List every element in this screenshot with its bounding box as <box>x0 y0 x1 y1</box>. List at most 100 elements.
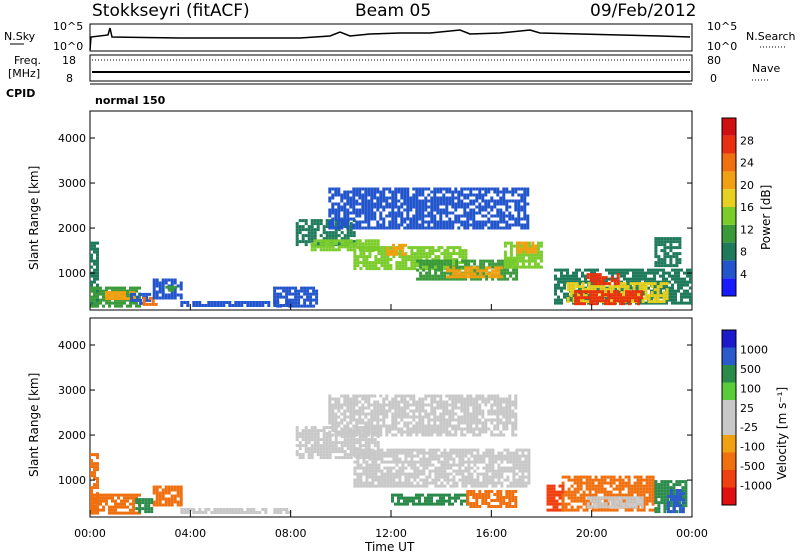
velocity-cell <box>491 469 495 473</box>
power-cell <box>527 241 531 245</box>
power-cell <box>595 282 599 286</box>
power-cell <box>328 199 332 203</box>
power-cell <box>569 298 572 302</box>
velocity-cell <box>446 466 450 470</box>
velocity-cell <box>618 490 622 494</box>
velocity-cell <box>472 433 476 437</box>
power-cell <box>458 272 462 276</box>
velocity-cell <box>343 394 347 398</box>
velocity-cell <box>96 508 99 512</box>
velocity-cell <box>328 415 332 419</box>
velocity-cell <box>346 403 350 407</box>
power-cell <box>114 301 117 305</box>
velocity-cell <box>337 456 341 460</box>
power-cell <box>90 247 93 251</box>
velocity-cell <box>356 484 360 488</box>
velocity-cell <box>105 496 108 500</box>
power-cell <box>376 190 380 194</box>
power-cell <box>365 258 369 262</box>
power-cell <box>478 196 482 200</box>
velocity-cell <box>362 448 366 452</box>
power-cell <box>294 298 298 302</box>
power-cell <box>523 187 527 191</box>
power-cell <box>493 190 497 194</box>
power-cell <box>665 271 668 275</box>
power-cell <box>370 226 374 230</box>
velocity-cell <box>358 435 362 439</box>
velocity-cell <box>144 501 148 505</box>
velocity-cell <box>298 447 302 451</box>
power-cell <box>337 220 341 224</box>
power-cell <box>155 296 159 300</box>
power-cell <box>566 268 569 272</box>
power-cell <box>337 217 341 221</box>
power-cell <box>464 266 468 270</box>
power-cell <box>400 187 404 191</box>
velocity-cell <box>452 460 456 464</box>
velocity-cell <box>183 508 187 511</box>
power-cell <box>622 299 626 303</box>
velocity-cell <box>500 481 504 485</box>
velocity-cell <box>135 501 139 505</box>
velocity-cell <box>567 478 571 482</box>
power-cell <box>300 295 304 299</box>
power-cell <box>580 296 584 300</box>
velocity-cell <box>376 424 380 428</box>
velocity-cell <box>316 441 320 445</box>
power-cell <box>601 293 605 297</box>
power-cell <box>361 202 365 206</box>
velocity-cell <box>473 478 477 482</box>
velocity-cell <box>403 430 407 434</box>
power-cell <box>575 274 578 278</box>
power-cell <box>625 299 629 303</box>
velocity-cell <box>473 454 477 458</box>
velocity-cell <box>365 451 369 455</box>
power-cell <box>569 294 573 298</box>
power-cell <box>467 259 471 263</box>
velocity-cell <box>415 496 418 500</box>
power-cell <box>463 211 467 215</box>
velocity-cell <box>398 469 402 473</box>
velocity-cell <box>594 484 598 488</box>
power-cell <box>563 283 566 287</box>
velocity-cell <box>409 415 413 419</box>
power-cell <box>397 208 401 212</box>
velocity-cell <box>90 508 93 512</box>
power-cell <box>418 202 422 206</box>
velocity-cell <box>573 487 577 491</box>
velocity-cell <box>412 502 415 506</box>
velocity-cell <box>499 493 503 496</box>
velocity-cell <box>346 409 350 413</box>
velocity-cell <box>364 406 368 410</box>
power-cell <box>142 299 146 303</box>
velocity-cell <box>436 427 440 431</box>
power-cell <box>607 290 611 294</box>
power-cell <box>515 277 519 281</box>
power-cell <box>598 276 602 280</box>
power-cell <box>461 272 465 276</box>
velocity-cell <box>454 412 458 416</box>
power-cell <box>310 237 314 241</box>
power-cell <box>385 205 389 209</box>
velocity-cell <box>582 490 586 494</box>
velocity-cell <box>379 394 383 398</box>
power-cell <box>439 187 443 191</box>
power-cell <box>598 296 602 300</box>
power-cell <box>273 289 277 293</box>
power-cell <box>422 246 426 250</box>
power-cell <box>386 252 389 256</box>
velocity-cell <box>123 505 126 509</box>
velocity-cell <box>494 469 498 473</box>
power-cell <box>683 280 686 284</box>
power-cell <box>316 228 320 232</box>
power-cell <box>581 274 584 278</box>
power-cell <box>376 220 380 224</box>
power-cell <box>421 187 425 191</box>
velocity-cell <box>331 447 335 451</box>
velocity-cell <box>506 484 510 488</box>
power-cell <box>433 217 437 221</box>
velocity-cell <box>295 429 299 433</box>
velocity-cell <box>549 487 553 491</box>
velocity-cell <box>138 510 142 514</box>
power-cell <box>261 301 265 304</box>
